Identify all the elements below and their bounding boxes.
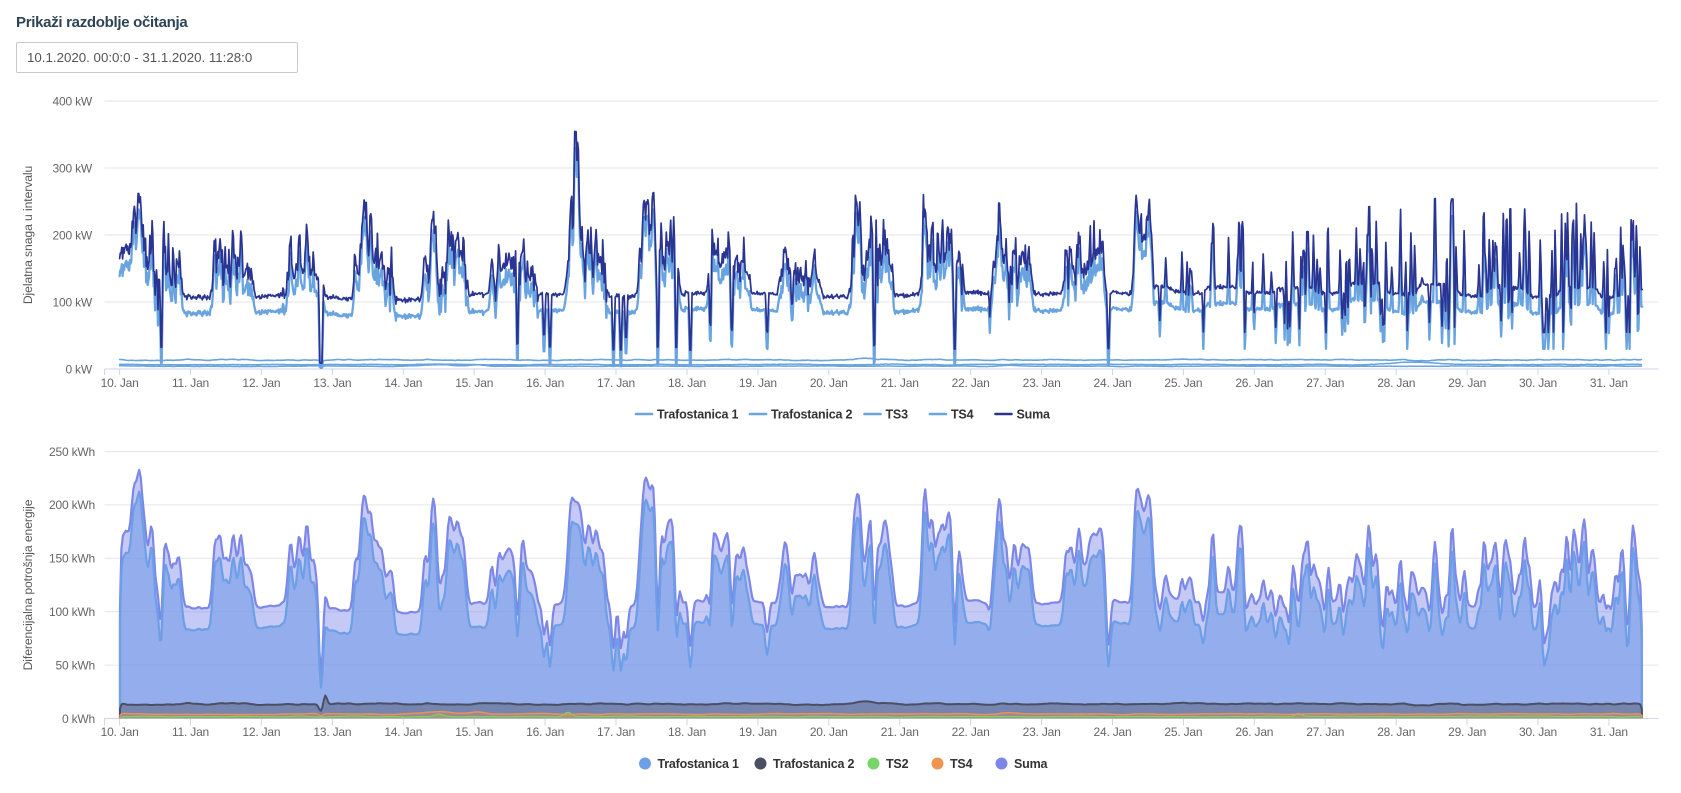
svg-text:26. Jan: 26. Jan [1235,725,1273,739]
svg-text:25. Jan: 25. Jan [1164,725,1202,739]
svg-text:30. Jan: 30. Jan [1519,725,1557,739]
svg-text:11. Jan: 11. Jan [172,725,209,739]
svg-text:15. Jan: 15. Jan [455,725,493,739]
svg-text:10. Jan: 10. Jan [101,725,139,739]
svg-text:400 kW: 400 kW [53,94,93,108]
svg-text:27. Jan: 27. Jan [1306,725,1344,739]
svg-text:17. Jan: 17. Jan [597,376,635,390]
svg-text:TS3: TS3 [886,408,909,422]
svg-text:20. Jan: 20. Jan [810,725,848,739]
svg-text:29. Jan: 29. Jan [1448,725,1486,739]
svg-text:26. Jan: 26. Jan [1235,376,1273,390]
svg-text:15. Jan: 15. Jan [455,376,493,390]
svg-text:27. Jan: 27. Jan [1306,376,1344,390]
svg-text:18. Jan: 18. Jan [668,725,706,739]
svg-text:Trafostanica 1: Trafostanica 1 [657,408,739,422]
svg-text:TS4: TS4 [951,408,974,422]
svg-text:0 kW: 0 kW [65,362,92,376]
svg-text:14. Jan: 14. Jan [384,376,422,390]
svg-text:20. Jan: 20. Jan [810,376,848,390]
svg-text:100 kWh: 100 kWh [49,605,95,619]
svg-text:16. Jan: 16. Jan [526,376,564,390]
svg-text:TS4: TS4 [950,757,973,771]
svg-text:16. Jan: 16. Jan [526,725,564,739]
svg-text:0 kWh: 0 kWh [62,712,95,726]
svg-text:22. Jan: 22. Jan [952,376,990,390]
svg-text:11. Jan: 11. Jan [172,376,209,390]
svg-text:31. Jan: 31. Jan [1590,376,1628,390]
svg-text:Trafostanica 2: Trafostanica 2 [773,757,855,771]
svg-text:Djelatna snaga u intervalu: Djelatna snaga u intervalu [21,166,35,304]
svg-text:18. Jan: 18. Jan [668,376,706,390]
svg-text:13. Jan: 13. Jan [313,376,351,390]
svg-text:31. Jan: 31. Jan [1590,725,1628,739]
svg-text:29. Jan: 29. Jan [1448,376,1486,390]
svg-text:Diferencijalna potrošnja energ: Diferencijalna potrošnja energije [21,499,35,670]
svg-text:22. Jan: 22. Jan [952,725,990,739]
svg-text:19. Jan: 19. Jan [739,376,777,390]
svg-text:19. Jan: 19. Jan [739,725,777,739]
svg-text:250 kWh: 250 kWh [49,445,95,459]
svg-text:28. Jan: 28. Jan [1377,376,1415,390]
svg-text:21. Jan: 21. Jan [881,376,919,390]
svg-text:12. Jan: 12. Jan [242,376,280,390]
svg-text:25. Jan: 25. Jan [1164,376,1202,390]
svg-text:24. Jan: 24. Jan [1094,725,1132,739]
svg-text:21. Jan: 21. Jan [881,725,919,739]
svg-text:200 kW: 200 kW [53,228,93,242]
svg-text:28. Jan: 28. Jan [1377,725,1415,739]
svg-text:100 kW: 100 kW [53,295,93,309]
svg-text:200 kWh: 200 kWh [49,498,95,512]
svg-text:24. Jan: 24. Jan [1094,376,1132,390]
svg-text:23. Jan: 23. Jan [1023,725,1061,739]
svg-text:50 kWh: 50 kWh [56,658,95,672]
svg-text:Suma: Suma [1017,408,1051,422]
svg-text:30. Jan: 30. Jan [1519,376,1557,390]
svg-text:23. Jan: 23. Jan [1023,376,1061,390]
svg-text:Suma: Suma [1014,757,1048,771]
svg-text:300 kW: 300 kW [53,161,93,175]
svg-text:150 kWh: 150 kWh [49,552,95,566]
svg-text:Trafostanica 1: Trafostanica 1 [658,757,740,771]
svg-text:12. Jan: 12. Jan [242,725,280,739]
svg-text:TS2: TS2 [886,757,909,771]
svg-text:13. Jan: 13. Jan [313,725,351,739]
svg-text:Trafostanica 2: Trafostanica 2 [771,408,853,422]
svg-text:14. Jan: 14. Jan [384,725,422,739]
svg-text:17. Jan: 17. Jan [597,725,635,739]
svg-text:10. Jan: 10. Jan [101,376,139,390]
